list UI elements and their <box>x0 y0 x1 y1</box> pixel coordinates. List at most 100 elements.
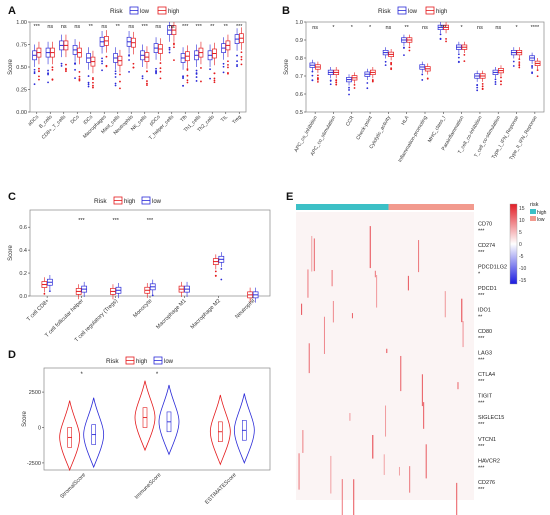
box-outlier <box>128 54 130 57</box>
box-outlier <box>195 80 198 82</box>
y-tick-label: 0.6 <box>295 92 303 98</box>
box-outlier <box>227 63 229 66</box>
significance-label: ns <box>61 24 67 30</box>
significance-label: *** <box>147 218 154 224</box>
box-outlier <box>494 81 497 83</box>
box-outlier <box>182 75 184 78</box>
box-outlier <box>33 71 36 73</box>
box-outlier <box>236 60 238 63</box>
significance-label: *** <box>236 24 243 30</box>
significance-label: * <box>351 25 354 31</box>
risk-annotation-low <box>388 204 474 210</box>
box-outlier <box>317 77 319 80</box>
box-outlier <box>220 278 223 281</box>
significance-label: *** <box>182 24 189 30</box>
box-outlier <box>518 63 521 65</box>
box-outlier <box>371 80 374 83</box>
legend-entry: high <box>136 359 147 365</box>
y-tick-label: 0.9 <box>295 38 303 44</box>
box-outlier <box>114 84 117 87</box>
box-outlier <box>445 40 447 43</box>
significance-label: ** <box>405 25 410 31</box>
box-outlier <box>155 69 157 72</box>
risk-legend-swatch-low <box>530 216 536 221</box>
heatmap-cell <box>400 355 402 392</box>
x-tick-label: DCs <box>70 114 81 125</box>
gene-label: CD276 <box>478 480 495 486</box>
gene-label: PDCD1 <box>478 286 497 292</box>
box-outlier <box>186 81 189 84</box>
y-axis-label: Score <box>284 59 290 75</box>
significance-label: ns <box>169 24 175 30</box>
box-outlier <box>101 60 103 63</box>
box-outlier <box>195 72 198 74</box>
significance-label: * <box>515 25 518 31</box>
box-outlier <box>38 70 40 73</box>
box-outlier <box>426 77 429 80</box>
heatmap-cell <box>349 413 351 421</box>
box-outlier <box>105 65 108 68</box>
box-outlier <box>74 77 76 79</box>
legend-entry: low <box>140 9 150 15</box>
box-outlier <box>65 68 67 71</box>
heatmap-cell <box>383 454 385 475</box>
box-outlier <box>531 71 533 74</box>
box-outlier <box>128 59 130 61</box>
gene-significance: *** <box>478 401 485 407</box>
box-outlier <box>186 79 189 82</box>
heatmap-cell <box>385 405 387 437</box>
box-outlier <box>128 70 130 73</box>
y-tick-label: 0.4 <box>19 248 27 254</box>
heatmap-cell <box>409 466 411 493</box>
box-outlier <box>159 62 162 64</box>
significance-label: * <box>461 25 464 31</box>
box-outlier <box>186 68 189 70</box>
heatmap-cell <box>323 316 325 354</box>
box-outlier <box>353 83 356 86</box>
plot-frame <box>29 209 271 297</box>
legend-title: Risk <box>110 8 123 15</box>
panel-label-e: E <box>286 191 293 203</box>
box-outlier <box>408 49 411 52</box>
box-outlier <box>87 83 90 86</box>
box-outlier <box>366 87 369 90</box>
y-tick-label: 0 <box>38 426 41 432</box>
box-outlier <box>457 61 460 64</box>
x-tick-label: Macrophage M1 <box>155 298 187 330</box>
gene-label: PDCD1LG2 <box>478 264 507 270</box>
box-outlier <box>213 79 216 82</box>
significance-label: ns <box>155 24 161 30</box>
box-outlier <box>512 65 515 67</box>
box-outlier <box>335 81 338 84</box>
legend-entry: high <box>436 9 447 15</box>
box-outlier <box>227 66 229 69</box>
significance-label: *** <box>113 218 120 224</box>
y-axis-label: Score <box>22 411 28 427</box>
x-tick-label: CCR <box>345 115 356 128</box>
risk-legend-title: risk <box>530 202 539 208</box>
box-outlier <box>500 76 502 79</box>
box-outlier <box>114 76 117 78</box>
box-outlier <box>494 83 497 86</box>
heatmap-cell <box>313 238 315 272</box>
box-outlier <box>43 292 46 295</box>
gene-significance: ** <box>478 315 483 321</box>
x-tick-label: T cell CD8+ <box>26 298 51 323</box>
box-outlier <box>536 69 539 72</box>
box-outlier <box>222 65 225 68</box>
significance-label: *** <box>34 24 41 30</box>
box-outlier <box>311 70 314 73</box>
x-tick-label: Macrophage M2 <box>190 298 222 330</box>
box-outlier <box>500 83 502 86</box>
heatmap-cell <box>298 453 300 490</box>
colorbar-tick: 10 <box>519 218 525 224</box>
significance-label: ns <box>385 25 391 31</box>
box-outlier <box>146 84 148 87</box>
heatmap-cell <box>308 343 310 374</box>
box-outlier <box>119 73 121 76</box>
heatmap-cell <box>461 298 463 323</box>
box-outlier <box>101 62 103 65</box>
box-outlier <box>335 83 338 86</box>
box-outlier <box>65 63 67 66</box>
y-axis-label: Score <box>8 59 14 75</box>
